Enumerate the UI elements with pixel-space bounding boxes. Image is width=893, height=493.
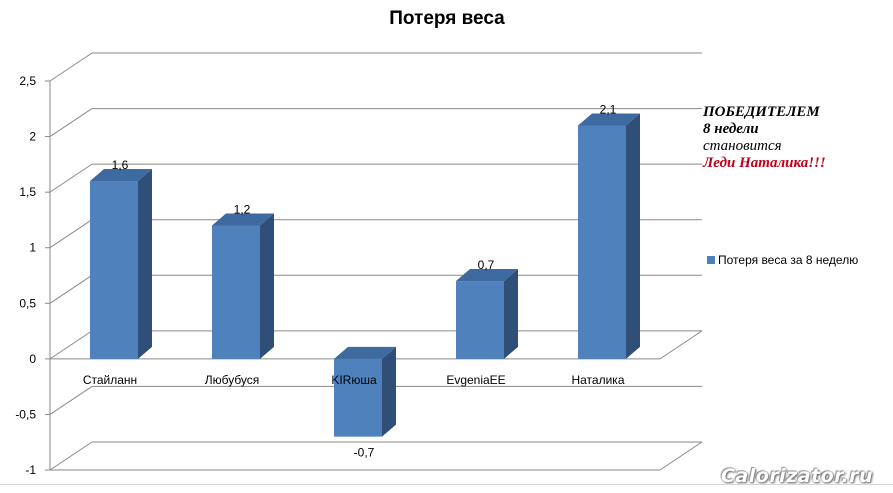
bar-top-0: [90, 169, 152, 182]
gridline-diag-0: [49, 52, 93, 82]
y-tick-label-2: 1,5: [19, 185, 36, 199]
bar-front-3: [456, 281, 504, 359]
category-label-4: Наталика: [571, 373, 624, 387]
bar-top-1: [212, 213, 274, 226]
data-label-0: 1,6: [112, 158, 129, 172]
y-tick-label-5: 0: [29, 352, 36, 366]
zero-plane-right: [659, 330, 703, 360]
annotation-line-3: становится: [703, 138, 782, 154]
y-tick-label-7: -1: [25, 463, 36, 477]
bar-side-2: [382, 346, 396, 437]
bar-4: [578, 113, 640, 359]
floor-right-edge: [659, 441, 703, 471]
axis-layer: 2,5 2 1,5 1 0,5 0 -0,5 -1: [15, 74, 51, 477]
gridline-diag-7: [49, 441, 93, 471]
annotation-line-1: ПОБЕДИТЕЛЕМ: [703, 104, 820, 120]
bars-layer: [90, 113, 640, 437]
gridline-diag-1: [49, 108, 93, 137]
bar-1: [212, 213, 274, 359]
y-tick-label-0: 2,5: [19, 74, 36, 88]
bar-side-3: [504, 269, 518, 359]
watermark-logo: Calorizator.ru: [720, 465, 873, 487]
annotation-line-2: 8 недели: [703, 121, 759, 137]
category-label-1: Любубуся: [205, 373, 260, 387]
bar-front-0: [90, 181, 138, 359]
bar-top-3: [456, 269, 518, 282]
bar-front-4: [578, 125, 626, 359]
labels-layer: 1,6 Стайланн 1,2 Любубуся -0,7 KIRюша 0,7 Evgen…: [83, 102, 625, 459]
gridline-diag-4: [49, 274, 93, 304]
category-label-3: EvgeniaEE: [446, 373, 505, 387]
bar-0: [90, 169, 152, 359]
bar-side-4: [626, 113, 640, 359]
gridline-diag-6: [49, 386, 93, 415]
legend-label: Потеря веса за 8 неделю: [718, 253, 858, 267]
bar-top-2: [334, 346, 396, 359]
annotation-line-4: Леди Наталика!!!: [703, 155, 826, 171]
bar-side-0: [138, 169, 152, 359]
bar-2: [334, 346, 396, 437]
y-tick-label-4: 0,5: [19, 296, 36, 310]
y-tick-label-3: 1: [29, 241, 36, 255]
gridline-diag-2: [49, 163, 93, 193]
data-label-4: 2,1: [600, 102, 617, 116]
sheet-gridline: [0, 484, 893, 493]
winner-annotation: ПОБЕДИТЕЛЕМ 8 недели становится Леди Нат…: [703, 104, 826, 172]
category-label-0: Стайланн: [83, 373, 137, 387]
legend-swatch: [707, 256, 715, 264]
bar-top-4: [578, 113, 640, 126]
y-tick-label-6: -0,5: [15, 407, 36, 421]
chart-title: Потеря веса: [389, 8, 505, 29]
bar-side-1: [260, 213, 274, 359]
y-tick-label-1: 2: [29, 130, 36, 144]
bar-3: [456, 269, 518, 359]
gridline-diag-5: [49, 330, 93, 360]
bar-front-2: [334, 358, 382, 437]
data-label-2: -0,7: [354, 446, 375, 460]
category-label-2: KIRюша: [331, 373, 377, 387]
gridline-diag-3: [49, 219, 93, 249]
legend: Потеря веса за 8 неделю: [707, 253, 858, 267]
data-label-1: 1,2: [234, 202, 251, 216]
data-label-3: 0,7: [478, 258, 495, 272]
bar-front-1: [212, 225, 260, 359]
